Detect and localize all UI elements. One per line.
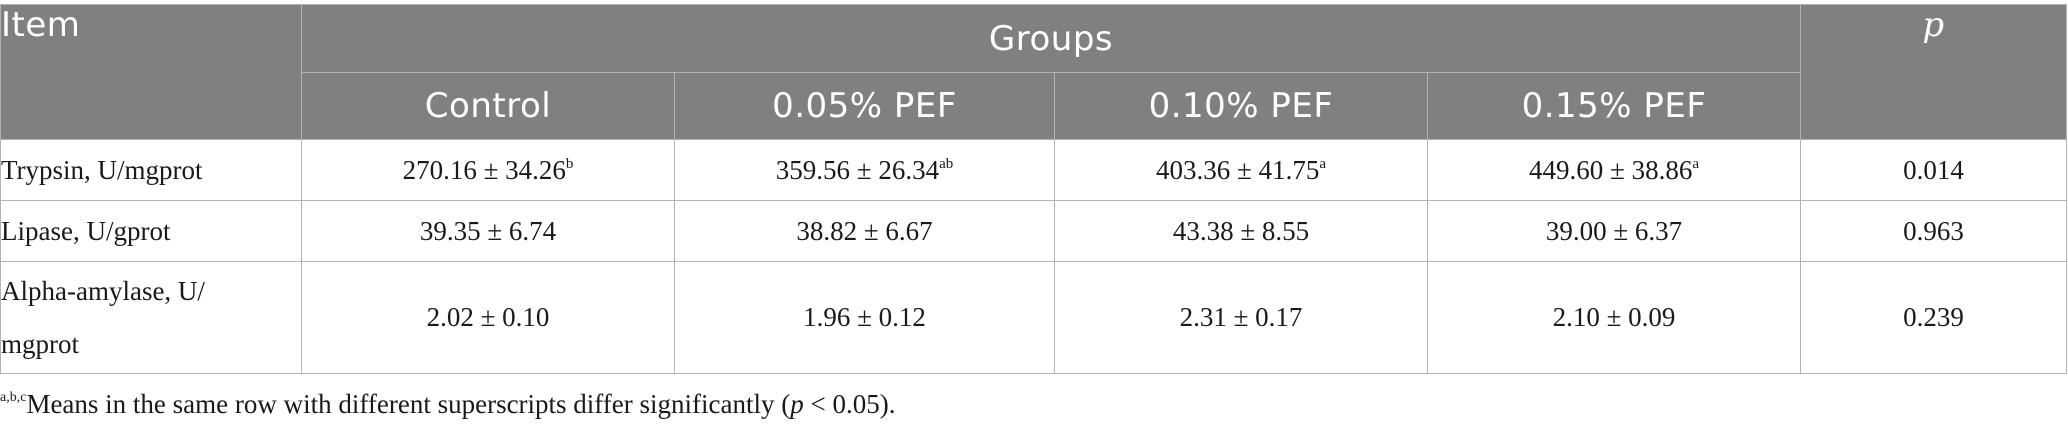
- header-row-2: Control 0.05% PEF 0.10% PEF 0.15% PEF: [1, 72, 2067, 140]
- header-pef-005: 0.05% PEF: [674, 72, 1055, 140]
- enzyme-activity-table: Item Groups p Control 0.05% PEF 0.10% PE…: [0, 4, 2068, 374]
- table-row-trypsin: Trypsin, U/mgprot 270.16 ± 34.26b 359.56…: [0, 139, 2068, 201]
- superscript: ab: [939, 155, 954, 172]
- superscript: b: [565, 155, 574, 172]
- footnote-superscript: a,b,c: [0, 390, 27, 405]
- table-cell: 39.00 ± 6.37: [1426, 200, 1802, 262]
- table-cell: 403.36 ± 41.75a: [1054, 139, 1428, 201]
- superscript: a: [1319, 155, 1326, 172]
- header-pef-015: 0.15% PEF: [1426, 72, 1802, 140]
- header-pef-010: 0.10% PEF: [1054, 72, 1428, 140]
- table-cell: 2.02 ± 0.10: [301, 261, 675, 374]
- table-cell: 359.56 ± 26.34ab: [674, 139, 1055, 201]
- header-item: Item: [0, 4, 302, 140]
- superscript: a: [1692, 155, 1700, 172]
- table-cell: 2.10 ± 0.09: [1426, 261, 1802, 374]
- table-row-alpha-amylase: Alpha-amylase, U/mgprot 2.02 ± 0.10 1.96…: [0, 261, 2068, 374]
- table-cell: 38.82 ± 6.67: [674, 200, 1055, 262]
- table-cell: 1.96 ± 0.12: [674, 261, 1055, 374]
- row-label: Lipase, U/gprot: [0, 200, 302, 262]
- p-value-cell: 0.014: [1800, 139, 2068, 201]
- table-cell: 270.16 ± 34.26b: [301, 139, 675, 201]
- header-groups: Groups: [300, 4, 1802, 73]
- p-value-cell: 0.963: [1800, 200, 2068, 262]
- header-control: Control: [301, 72, 675, 140]
- table-cell: 43.38 ± 8.55: [1054, 200, 1428, 262]
- table-cell: 449.60 ± 38.86a: [1426, 139, 1802, 201]
- table-cell: 2.31 ± 0.17: [1054, 261, 1428, 374]
- table-footnote: a,b,cMeans in the same row with differen…: [0, 389, 896, 419]
- header-p-value: p: [1800, 4, 2068, 140]
- table-cell: 39.35 ± 6.74: [301, 200, 675, 262]
- row-label: Alpha-amylase, U/mgprot: [0, 261, 302, 374]
- p-value-cell: 0.239: [1800, 261, 2068, 374]
- table-row-lipase: Lipase, U/gprot 39.35 ± 6.74 38.82 ± 6.6…: [0, 200, 2068, 262]
- row-label: Trypsin, U/mgprot: [0, 139, 302, 201]
- header-row-1: Item Groups p: [0, 4, 2068, 140]
